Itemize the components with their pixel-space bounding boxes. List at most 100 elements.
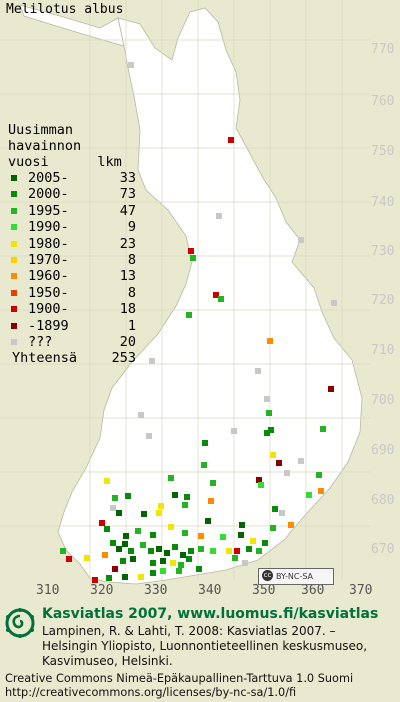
observation-square (92, 577, 98, 583)
observation-square (138, 574, 144, 580)
observation-square (213, 292, 219, 298)
observation-square (186, 312, 192, 318)
legend-total-count: 253 (111, 350, 136, 367)
cc-license-badge[interactable]: cc BY-NC-SA (258, 568, 334, 585)
observation-square (196, 566, 202, 572)
cc-icon: cc (262, 570, 273, 581)
observation-square (210, 548, 216, 554)
observation-square (170, 560, 176, 566)
legend-swatch (11, 240, 17, 247)
legend-row: ??? 20 (8, 334, 136, 350)
observation-square (182, 502, 188, 508)
license-text: Creative Commons Nimeä-Epäkaupallinen-Ta… (5, 672, 353, 700)
legend: Uusimman havainnon vuosi lkm 2005- 33 2000… (8, 122, 136, 367)
observation-square (320, 426, 326, 432)
observation-square (256, 548, 262, 554)
legend-label: 2005- (28, 170, 69, 186)
license-line-1: Creative Commons Nimeä-Epäkaupallinen-Ta… (5, 672, 354, 685)
y-label-670: 670 (371, 542, 395, 557)
license-line-2[interactable]: http://creativecommons.org/licenses/by-n… (5, 686, 297, 699)
legend-count: 9 (127, 219, 136, 236)
legend-swatch (11, 175, 17, 181)
observation-square (60, 548, 66, 554)
y-label-740: 740 (371, 195, 395, 210)
observation-square (232, 555, 238, 561)
observation-square (267, 338, 273, 344)
observation-square (198, 546, 204, 552)
observation-square (106, 575, 112, 581)
y-label-700: 700 (371, 393, 395, 408)
observation-square (250, 538, 256, 544)
x-label-360: 360 (301, 583, 325, 598)
y-label-750: 750 (371, 144, 395, 159)
observation-square (116, 510, 122, 516)
legend-row: -1899 1 (8, 318, 136, 334)
legend-total: Yhteensä 253 (8, 350, 136, 367)
legend-label: 1970- (28, 251, 69, 268)
observation-square (125, 493, 131, 499)
legend-row: 1950- 8 (8, 285, 136, 301)
legend-count: 8 (127, 251, 136, 268)
observation-square (110, 540, 116, 546)
legend-swatch (11, 273, 17, 280)
legend-row: 1995- 47 (8, 202, 136, 219)
kasviatlas-logo-icon (5, 608, 35, 638)
observation-square (270, 525, 276, 531)
observation-square (298, 237, 304, 243)
observation-square (164, 550, 170, 556)
legend-row: 2000- 73 (8, 186, 136, 203)
observation-square (112, 495, 118, 501)
observation-square (216, 213, 222, 219)
legend-header-1: Uusimman (8, 122, 74, 138)
legend-swatch (11, 224, 17, 231)
observation-square (158, 503, 164, 509)
legend-header-2: havainnon (8, 138, 82, 154)
observation-square (172, 492, 178, 498)
observation-square (268, 427, 274, 433)
observation-square (262, 540, 268, 546)
observation-square (176, 568, 182, 574)
observation-square (112, 566, 118, 572)
x-label-350: 350 (252, 583, 276, 598)
observation-square (150, 560, 156, 566)
observation-square (198, 533, 204, 539)
credit-line-2: Helsingin Yliopisto, Luonnontieteellinen… (42, 639, 368, 653)
observation-square (256, 477, 262, 483)
observation-square (148, 548, 154, 554)
credit-title: Kasviatlas 2007, www.luomus.fi/kasviatla… (42, 606, 379, 622)
x-label-310: 310 (36, 583, 60, 598)
observation-square (149, 358, 155, 364)
credit-line-3: Kasvimuseo, Helsinki. (42, 654, 173, 668)
legend-count: 18 (119, 301, 136, 318)
grid-lines (0, 0, 370, 580)
legend-swatch (11, 289, 17, 296)
legend-count: 8 (127, 284, 136, 301)
observation-square (331, 300, 337, 306)
y-label-680: 680 (371, 493, 395, 508)
observation-square (110, 505, 116, 511)
legend-row: 1990- 9 (8, 219, 136, 235)
finland-grid-map (0, 0, 370, 585)
observation-square (135, 528, 141, 534)
x-label-340: 340 (198, 583, 222, 598)
observation-square (104, 526, 110, 532)
legend-label: 1995- (28, 202, 69, 219)
observation-square (128, 62, 134, 68)
y-label-720: 720 (371, 293, 395, 308)
observation-square (180, 552, 186, 558)
observation-square (208, 498, 214, 504)
observation-square (122, 574, 128, 580)
observation-square (255, 368, 261, 374)
legend-swatch (11, 306, 17, 313)
legend-label: 2000- (28, 186, 69, 203)
legend-row: 1970- 8 (8, 251, 136, 268)
observation-square (270, 452, 276, 458)
observation-square (306, 492, 312, 498)
observation-square (122, 541, 128, 547)
observation-square (242, 560, 248, 566)
legend-row: 1980- 23 (8, 236, 136, 252)
observation-square (188, 248, 194, 254)
observation-square (150, 570, 156, 576)
x-label-320: 320 (90, 583, 114, 598)
observation-square (201, 462, 207, 468)
